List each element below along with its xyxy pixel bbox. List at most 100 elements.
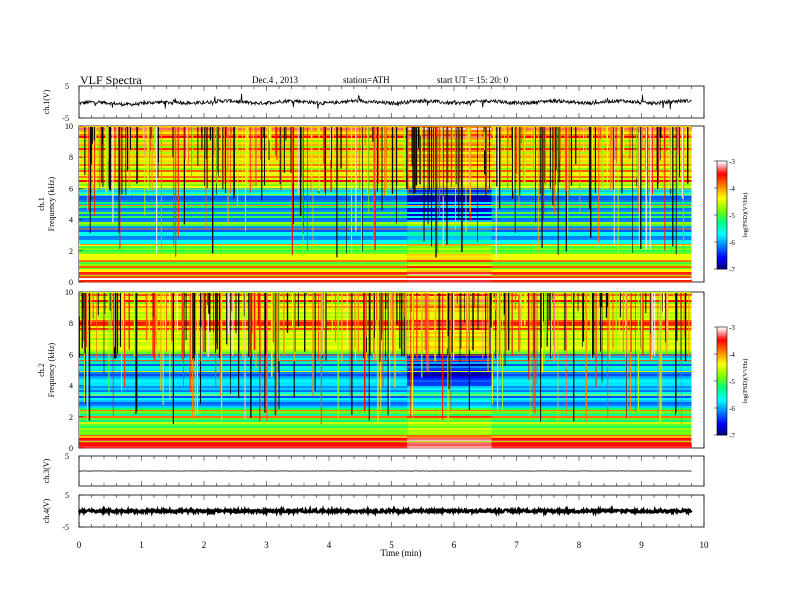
spectrogram-band [491,402,692,405]
colorbar-cell [717,261,727,264]
spectrogram-band [79,216,408,219]
spectrogram-band [79,248,408,251]
spectrogram-band [407,280,492,283]
colorbar-cell [717,366,727,369]
spectrogram-band [491,222,692,225]
spectrogram-band [79,224,408,227]
spectrogram-band [491,432,692,435]
spectrogram-band [407,252,492,255]
y-axis-label-line: ch.3(V) [42,458,51,483]
colorbar-cell [717,384,727,387]
spectrogram-band [491,258,692,261]
spectrogram-band [79,262,408,265]
spectrogram-band [491,446,692,449]
start-time-label: start UT = 15: 20: 0 [437,75,509,85]
colorbar-cell [717,265,727,268]
spectrogram-band [79,220,408,223]
colorbar-cell [717,161,727,164]
spectrogram-band [491,182,692,185]
spectrogram-band [79,266,408,269]
spectrogram-band [491,218,692,221]
spectrogram-band [407,208,492,211]
spectrogram-band [407,258,492,261]
colorbar-cell [717,267,727,270]
spectrogram-band [79,130,408,133]
spectrogram-band [491,174,692,177]
colorbar-cell [717,415,727,418]
colorbar-cell [717,395,727,398]
spectrogram-band [407,128,492,131]
spectrogram-band [407,138,492,141]
spectrogram-band [491,382,692,385]
colorbar-cell [717,409,727,412]
colorbar-cell [717,379,727,382]
colorbar-cell [717,195,727,198]
ch3-waveform-panel: 5 ch.3(V) [42,452,705,487]
spectrogram-band [491,406,692,409]
ch1-spectrogram-panel: 0 2 4 6 8 10 ch.1Frequency (kHz) [37,122,705,287]
spectrogram-band [491,360,692,363]
spectrogram-band [407,272,492,275]
spectrogram-band [491,170,692,173]
spectrogram-band [407,218,492,221]
spectrogram-bands [79,126,692,283]
colorbar-cell [717,399,727,402]
spectrogram-band [407,210,492,213]
spectrogram-band [491,132,692,135]
spectrogram-band [491,372,692,375]
spectrogram-band [407,400,492,403]
spectrogram-band [407,136,492,139]
spectrogram-band [79,440,408,443]
spectrogram-band [79,414,408,417]
spectrogram-band [491,232,692,235]
colorbar-cell [717,334,727,337]
ch4-waveform-panel: 5 -5 ch.4(V) [42,491,705,532]
spectrogram-band [407,424,492,427]
colorbar-cell [717,162,727,165]
spectrogram-band [79,428,408,431]
x-tick-label: 10 [700,540,710,550]
y-axis-label-line: Frequency (kHz) [47,342,56,397]
spectrogram-band [407,436,492,439]
spectrogram-band [407,438,492,441]
spectrogram-band [79,134,408,137]
spectrogram-band [491,416,692,419]
colorbar-cell [717,411,727,414]
spectrogram-band [407,242,492,245]
spectrogram-band [491,144,692,147]
ch1-colorbar: -3 -4 -5 -6 -7 log(PSD)(V²/Hz) [714,158,749,274]
spectrogram-band [491,244,692,247]
spectrogram-band [407,262,492,265]
spectrogram-band [407,274,492,277]
spectrogram-band [491,368,692,371]
colorbar-cell [717,256,727,259]
spectrogram-band [407,182,492,185]
colorbar-cell [717,168,727,171]
colorbar-cell [717,251,727,254]
spectrogram-band [491,152,692,155]
spectrogram-band [407,446,492,449]
y-tick-label: 8 [69,153,73,162]
spectrogram-band [79,398,408,401]
time-axis: 0 1 2 3 4 5 6 7 8 9 10 [77,540,709,550]
colorbar-cell [717,390,727,393]
spectrogram-band [79,238,408,241]
colorbar-tick-label: -4 [729,351,735,359]
x-axis-label: Time (min) [381,548,422,558]
spectrogram-band [79,222,408,225]
spectrogram-band [491,126,692,129]
spectrogram-band [79,274,408,277]
colorbar-cell [717,343,727,346]
spectrogram-band [491,134,692,137]
spectrogram-band [491,254,692,257]
spectrogram-band [79,160,408,163]
spectrogram-band [79,148,408,151]
y-tick-label: 6 [69,184,73,193]
spectrogram-band [407,174,492,177]
spectrogram-band [491,388,692,391]
spectrogram-band [79,360,408,363]
y-axis-label: ch.1Frequency (kHz) [37,176,56,231]
colorbar-cell [717,339,727,342]
colorbar-cell [717,191,727,194]
colorbar-cell [717,180,727,183]
